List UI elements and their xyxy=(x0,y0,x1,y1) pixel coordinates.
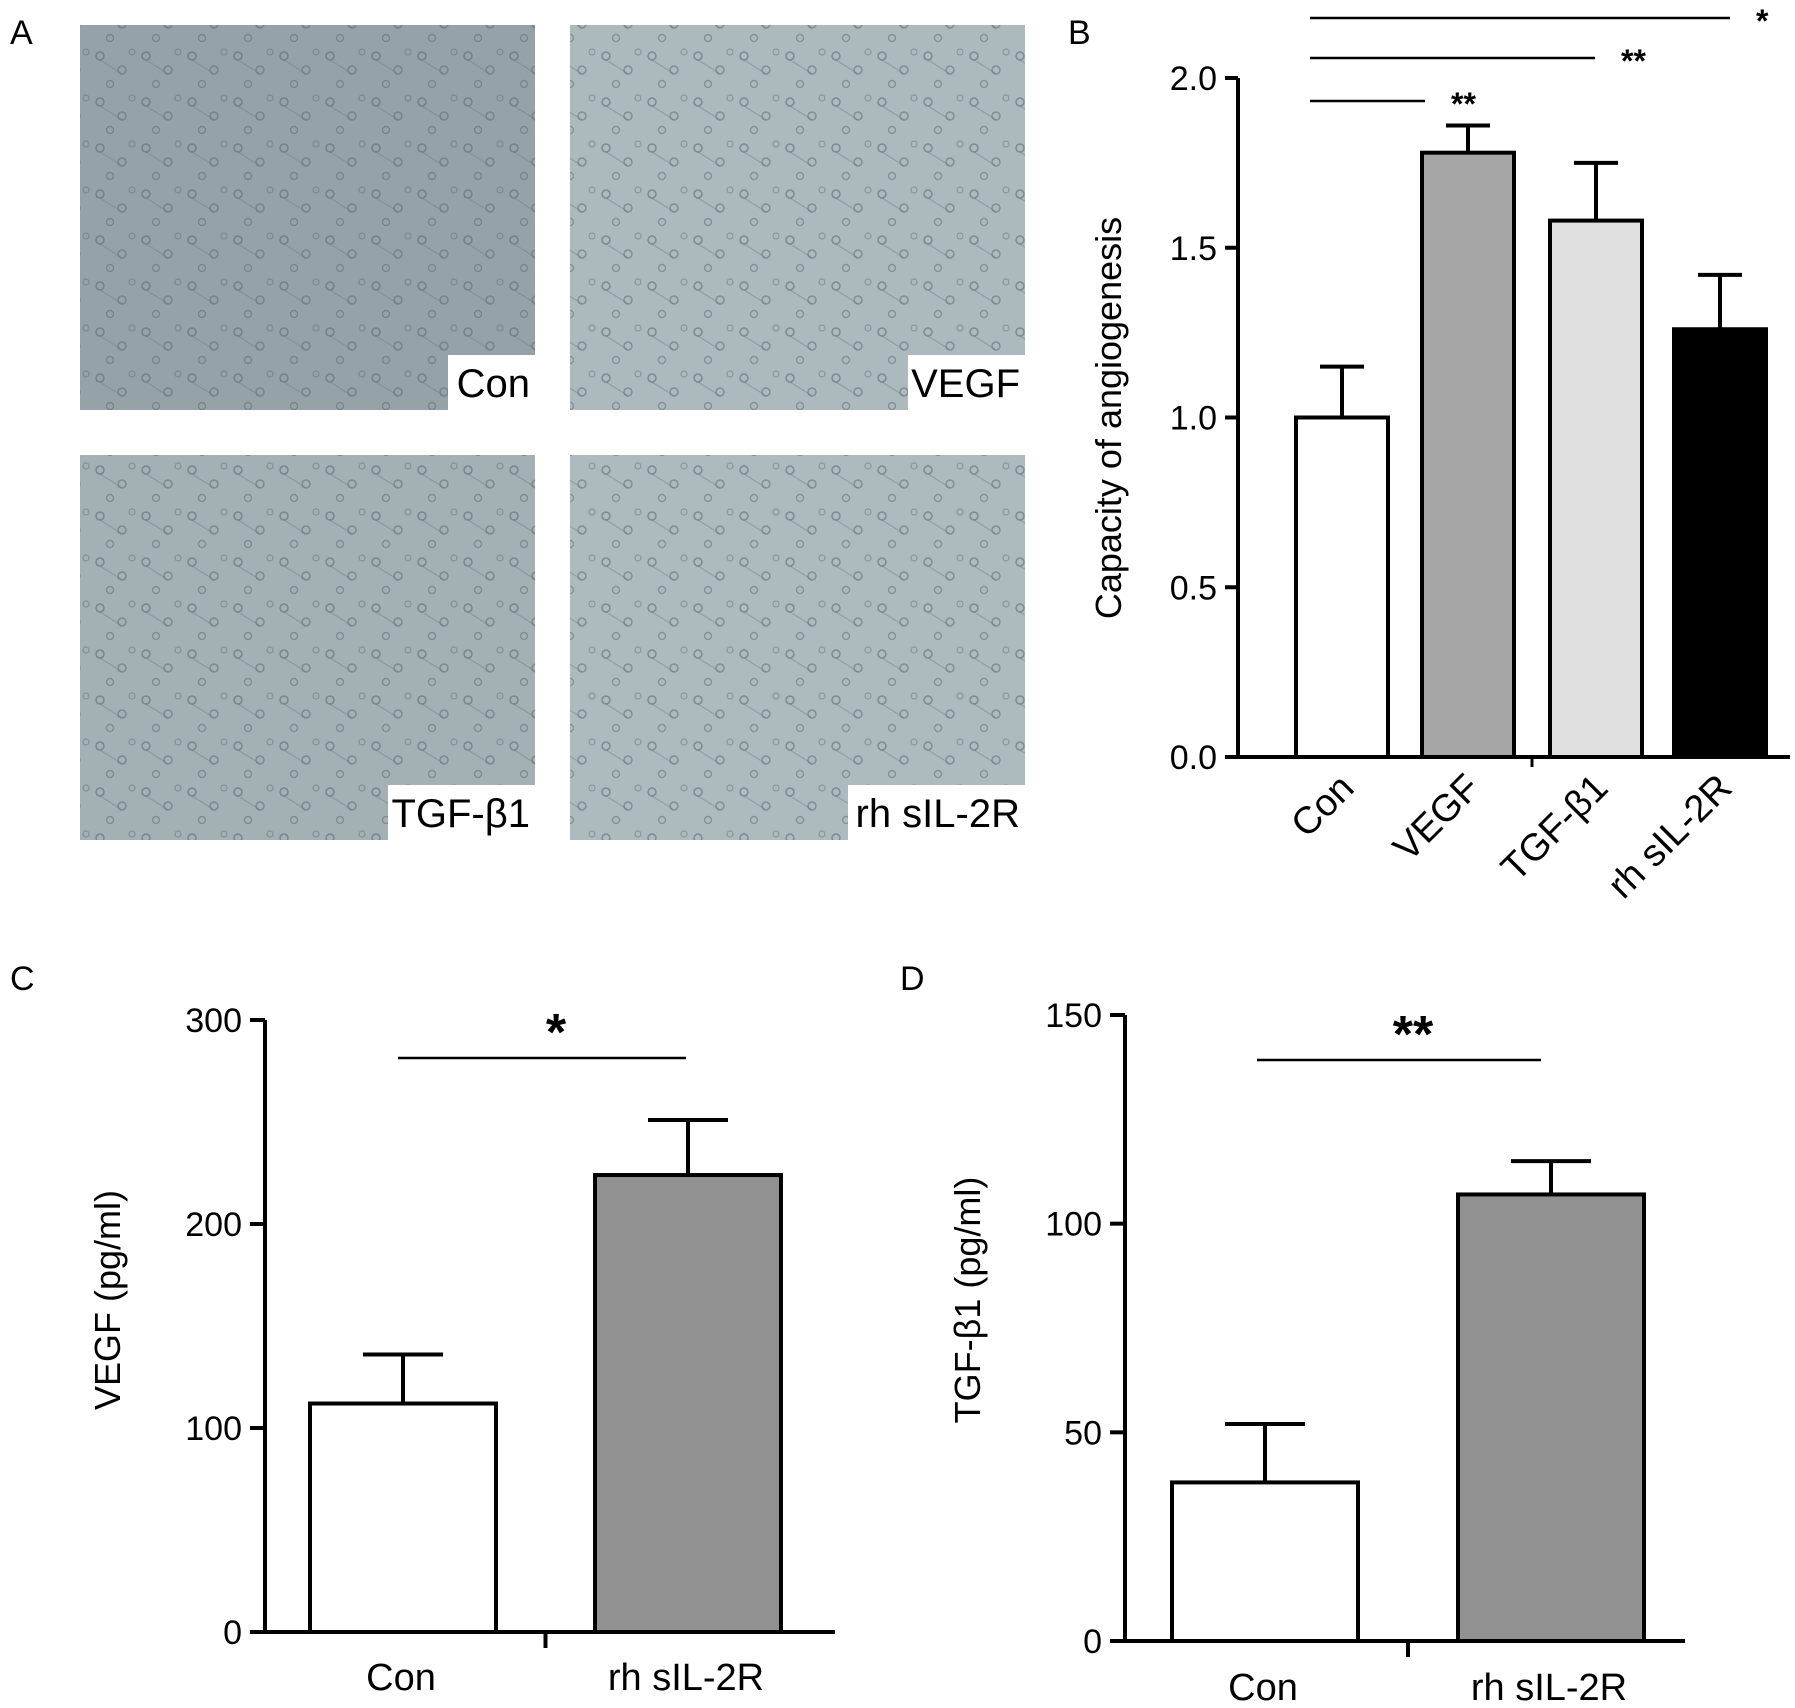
chart-b-ytick-label-2: 1.0 xyxy=(1170,400,1217,438)
chart-d-sig-label-0: ** xyxy=(1393,1006,1434,1064)
chart-b-sig-label-2: * xyxy=(1756,3,1769,39)
chart-d-ytick-label-2: 100 xyxy=(1045,1206,1102,1244)
chart-c-ytick-label-1: 100 xyxy=(185,1410,242,1448)
chart-d-ytick-label-3: 150 xyxy=(1045,997,1102,1035)
chart-b-bar-2 xyxy=(1548,218,1644,759)
micrograph-vegf: VEGF xyxy=(570,25,1026,410)
chart-c-bar-0 xyxy=(308,1401,498,1635)
panel-letter-b: B xyxy=(1068,14,1091,52)
chart-d-ytick-label-0: 0 xyxy=(1083,1623,1102,1661)
micrograph-label-vegf: VEGF xyxy=(911,362,1020,406)
chart-b-category-3: rh sIL-2R xyxy=(1600,767,1740,907)
panel-letter-a: A xyxy=(10,14,33,52)
chart-b: 0.0 0.5 1.0 1.5 2.0 Capacity of angiogenesis C… xyxy=(1088,3,1790,907)
micrograph-con: Con xyxy=(80,25,536,410)
chart-b-bar-1 xyxy=(1420,150,1516,759)
chart-b-category-1: VEGF xyxy=(1386,767,1489,870)
chart-b-category-2: TGF-β1 xyxy=(1494,767,1617,890)
chart-c-category-1: rh sIL-2R xyxy=(608,1657,764,1699)
chart-d-bar-0 xyxy=(1170,1480,1360,1643)
chart-b-ytick-label-3: 1.5 xyxy=(1170,230,1217,268)
chart-c-bar-1 xyxy=(593,1173,783,1635)
chart-b-category-0: Con xyxy=(1283,767,1362,846)
chart-c-ytick-label-3: 300 xyxy=(185,1002,242,1040)
chart-b-ylabel: Capacity of angiogenesis xyxy=(1088,217,1129,619)
chart-b-sig-label-1: ** xyxy=(1621,43,1646,79)
chart-b-ytick-label-4: 2.0 xyxy=(1170,60,1217,98)
panel-letter-c: C xyxy=(10,960,35,998)
micrograph-label-tgf: TGF-β1 xyxy=(391,792,530,836)
chart-d-category-1: rh sIL-2R xyxy=(1471,1667,1627,1708)
chart-d-ylabel: TGF-β1 (pg/ml) xyxy=(947,1177,988,1424)
chart-b-bar-0 xyxy=(1294,415,1390,759)
panel-letter-d: D xyxy=(900,960,925,998)
micrograph-label-con: Con xyxy=(457,362,530,406)
chart-d-category-0: Con xyxy=(1228,1667,1298,1708)
chart-c-ytick-label-2: 200 xyxy=(185,1206,242,1244)
chart-c: 0 100 200 300 VEGF (pg/ml) Con rh sIL-2R * xyxy=(87,1002,835,1699)
chart-c-ytick-label-0: 0 xyxy=(223,1614,242,1652)
chart-c-sig-label-0: * xyxy=(546,1004,567,1062)
chart-d: 0 50 100 150 TGF-β1 (pg/ml) Con rh sIL-2R ** xyxy=(947,997,1685,1708)
micrograph-tgf: TGF-β1 xyxy=(80,455,536,840)
chart-b-ytick-label-1: 0.5 xyxy=(1170,569,1217,607)
chart-b-sig-label-0: ** xyxy=(1451,86,1476,122)
chart-c-ylabel: VEGF (pg/ml) xyxy=(87,1190,128,1410)
chart-b-ytick-label-0: 0.0 xyxy=(1170,739,1217,777)
chart-d-bar-1 xyxy=(1456,1192,1646,1644)
micrograph-rh-sil2r: rh sIL-2R xyxy=(570,455,1026,840)
chart-d-ytick-label-1: 50 xyxy=(1064,1414,1102,1452)
chart-c-category-0: Con xyxy=(366,1657,436,1699)
chart-b-bar-3 xyxy=(1672,327,1768,759)
micrograph-label-rh-sil2r: rh sIL-2R xyxy=(856,792,1021,836)
